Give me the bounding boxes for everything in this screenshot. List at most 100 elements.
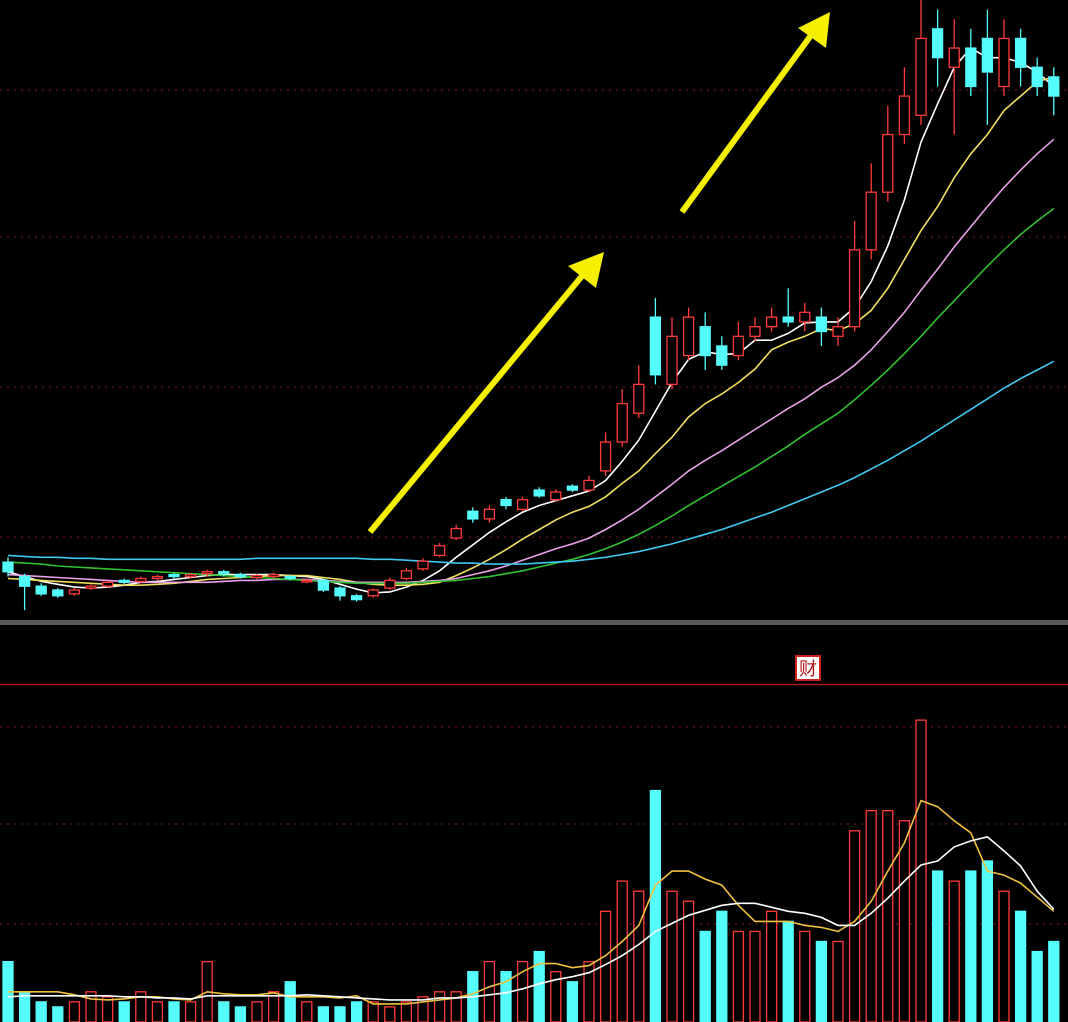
volume-bar (915, 719, 927, 1022)
arrow-shaft (367, 274, 585, 534)
candle-body (1031, 66, 1043, 88)
volume-bar (234, 1006, 247, 1022)
candle-body (151, 575, 164, 580)
candle-body (35, 585, 47, 595)
line-series (7, 138, 1055, 584)
volume-bar (716, 910, 728, 1022)
candle-body (732, 335, 745, 357)
candle-body (68, 589, 81, 595)
volume-bar (433, 991, 446, 1022)
candle-body (1048, 76, 1060, 97)
volume-bar (948, 880, 960, 1022)
candle-body (234, 573, 247, 578)
line-series (8, 799, 1055, 1005)
volume-bar (998, 890, 1010, 1022)
volume-bar (483, 960, 496, 1022)
volume-bar (334, 1006, 346, 1022)
volume-bar (68, 1001, 81, 1022)
line-series (7, 836, 1055, 1001)
volume-bar (1031, 950, 1043, 1022)
candle-body (865, 191, 877, 251)
panel-divider (0, 620, 1068, 625)
grid (0, 89, 1068, 925)
volume-bar (749, 930, 761, 1022)
candle-body (500, 499, 512, 507)
candle-body (284, 575, 296, 580)
volume-bar (500, 971, 512, 1022)
candle-body (948, 47, 960, 68)
candle-body (367, 589, 379, 597)
candle-body (334, 587, 346, 597)
volume-bar (184, 1001, 197, 1022)
candle-body (317, 579, 330, 591)
volume-bar (931, 870, 944, 1022)
volume-bar (301, 1001, 313, 1022)
volume-bar (782, 920, 794, 1022)
candle-body (52, 589, 64, 597)
volume-bar (284, 981, 296, 1022)
candle-body (467, 510, 479, 520)
volume-bar (450, 991, 462, 1022)
candle-body (716, 345, 728, 366)
candle-body (301, 579, 313, 583)
candle-body (1014, 37, 1027, 68)
candle-body (384, 579, 396, 589)
candle-body (666, 335, 678, 386)
volume-bar (616, 880, 628, 1022)
candle-body (782, 316, 794, 323)
volume-bar (1014, 910, 1027, 1022)
volume-bar (218, 1001, 230, 1022)
candle-body (433, 545, 446, 557)
volume-bar (417, 996, 429, 1022)
volume-bar (101, 996, 114, 1022)
candle-body (267, 573, 280, 578)
candle-body (765, 316, 778, 328)
volume-bar (533, 950, 545, 1022)
volume-bar (583, 960, 595, 1022)
volume-bar (168, 1001, 180, 1022)
candle-body (981, 37, 994, 73)
candle-body (649, 316, 662, 376)
volume-bar (317, 1006, 330, 1022)
arrow-head (568, 252, 604, 288)
volume-bar (666, 890, 678, 1022)
volume-bar (566, 981, 579, 1022)
candle-body (915, 37, 927, 116)
volume-bar (367, 1001, 379, 1022)
candle-body (583, 479, 595, 491)
volume-bar (981, 860, 994, 1022)
volume-bar (682, 900, 695, 1022)
candle-body (168, 573, 180, 578)
volume-bar (400, 1001, 413, 1022)
volume-bar (732, 930, 745, 1022)
candle-body (201, 571, 213, 575)
candle-body (832, 326, 844, 337)
volume-bar (384, 1006, 396, 1022)
line-series (7, 360, 1055, 565)
volume-bar (550, 971, 562, 1022)
candle-body (898, 95, 911, 136)
volume-bar (52, 1006, 64, 1022)
volume-bar (85, 991, 97, 1022)
candle-body (118, 579, 130, 583)
candle-body (550, 491, 562, 501)
candle-body (251, 574, 263, 579)
volume-panel (2, 719, 1060, 1022)
candle-body (682, 316, 695, 357)
candle-body (184, 573, 197, 578)
arrow-head (798, 12, 830, 48)
arrow-shaft (679, 32, 815, 214)
candle-body (400, 570, 413, 580)
annotation: 财 (799, 659, 817, 680)
volume-bar (765, 910, 778, 1022)
volume-bar (135, 991, 147, 1022)
candle-body (799, 311, 811, 323)
candle-body (633, 383, 645, 414)
volume-bar (267, 991, 280, 1022)
volume-bar (151, 1001, 164, 1022)
candle-body (616, 402, 628, 443)
line-series (7, 46, 1055, 594)
volume-bar (649, 789, 662, 1022)
volume-bar (699, 930, 711, 1022)
